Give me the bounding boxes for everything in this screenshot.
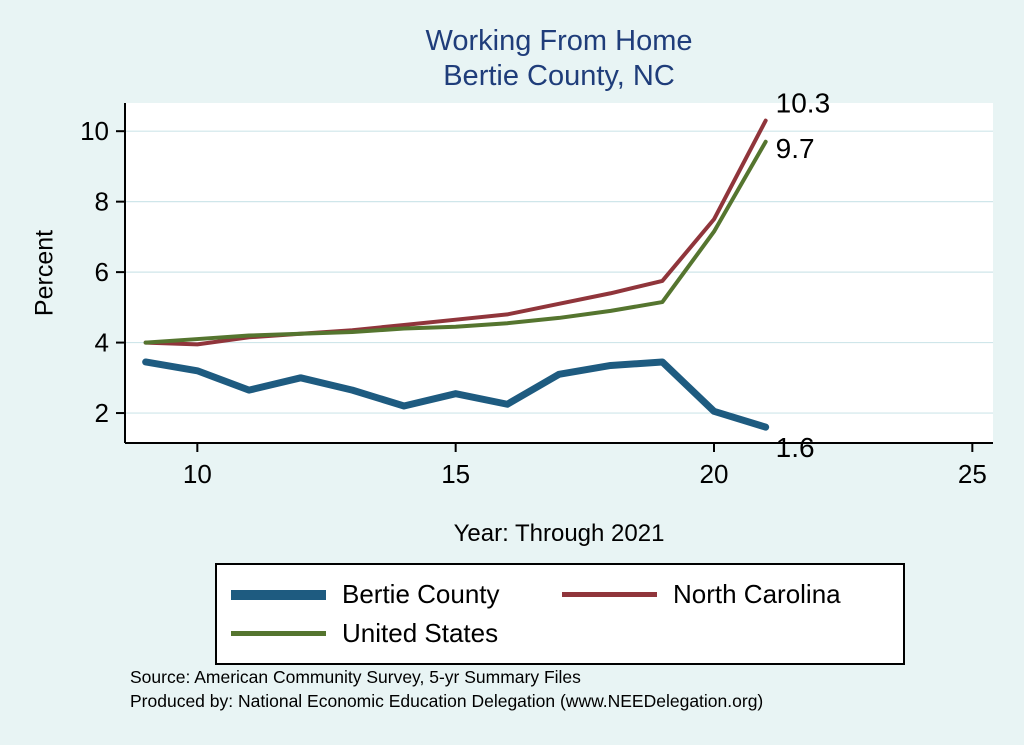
x-tick-label: 20 <box>700 459 729 489</box>
series-line-united-states <box>143 139 768 345</box>
legend-swatch-united-states <box>231 631 326 636</box>
legend-item-bertie-county: Bertie County <box>231 579 562 610</box>
source-line: Source: American Community Survey, 5-yr … <box>130 667 581 687</box>
x-tick-label: 10 <box>183 459 212 489</box>
y-tick-label: 6 <box>95 257 109 287</box>
y-tick-label: 4 <box>95 328 109 358</box>
end-label-north-carolina: 10.3 <box>776 88 831 119</box>
legend-label-united-states: United States <box>342 618 499 648</box>
end-label-bertie-county: 1.6 <box>776 432 815 463</box>
x-tick-label: 15 <box>441 459 470 489</box>
y-tick-label: 8 <box>95 187 109 217</box>
legend-swatch-north-carolina <box>562 592 657 597</box>
end-label-united-states: 9.7 <box>776 133 815 164</box>
legend-swatch-bertie-county <box>231 589 326 600</box>
y-axis-label: Percent <box>30 229 59 317</box>
y-tick-label: 2 <box>95 398 109 428</box>
y-tick-label: 10 <box>80 116 109 146</box>
chart-legend: Bertie County North Carolina United States <box>215 563 905 665</box>
chart-title-line1: Working From Home <box>425 25 693 57</box>
legend-label-north-carolina: North Carolina <box>673 579 841 609</box>
chart-plot: 2 4 6 8 10 10 15 20 25 1.6 10.3 9.7 <box>80 88 993 489</box>
produced-by-line: Produced by: National Economic Education… <box>130 690 764 711</box>
x-tick-label: 25 <box>958 459 987 489</box>
source-notes: Source: American Community Survey, 5-yr … <box>130 666 763 713</box>
chart-title-line2: Bertie County, NC <box>443 60 675 93</box>
x-axis-label: Year: Through 2021 <box>453 520 665 547</box>
legend-item-united-states: United States <box>231 618 562 649</box>
series-line-bertie-county <box>142 358 770 431</box>
legend-item-north-carolina: North Carolina <box>562 579 893 610</box>
chart-title: Working From Home Bertie County, NC <box>125 24 993 95</box>
legend-label-bertie-county: Bertie County <box>342 579 500 609</box>
